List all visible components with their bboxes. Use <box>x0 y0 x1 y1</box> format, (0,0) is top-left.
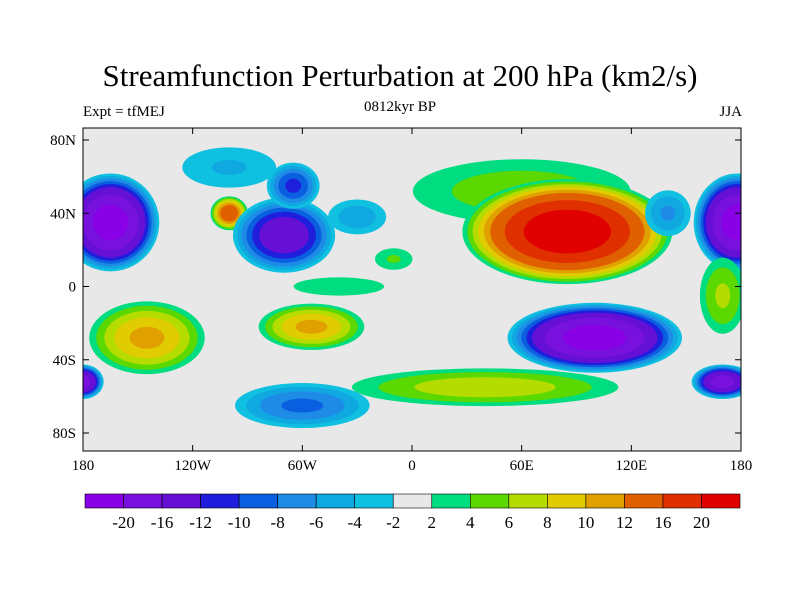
period-label: 0812kyr BP <box>363 99 437 115</box>
anomaly-feature <box>374 248 413 270</box>
contour-level <box>660 205 676 221</box>
contour-level <box>523 209 611 254</box>
anomaly-feature <box>351 368 619 407</box>
y-tick-label: 40S <box>53 353 76 369</box>
colorbar-label: -20 <box>112 513 135 532</box>
contour-level <box>338 205 376 229</box>
contour-level <box>83 375 91 389</box>
contour-level <box>92 204 129 241</box>
anomaly-feature <box>693 173 741 272</box>
x-tick-label: 60W <box>288 458 318 474</box>
anomaly-feature <box>266 162 320 209</box>
colorbar-box <box>431 493 471 509</box>
colorbar-box <box>585 493 625 509</box>
x-tick-label: 180 <box>730 458 753 474</box>
y-tick-label: 80N <box>50 133 76 149</box>
x-tick-label: 120W <box>174 458 212 474</box>
colorbar-label: -6 <box>309 513 323 532</box>
contour-level <box>259 216 309 254</box>
colorbar-label: -16 <box>151 513 174 532</box>
contour-level <box>563 325 627 351</box>
colorbar-label: 12 <box>616 513 633 532</box>
colorbar-label: 2 <box>428 513 437 532</box>
colorbar-label: -12 <box>189 513 212 532</box>
contour-level <box>293 277 385 296</box>
anomaly-feature <box>83 173 160 272</box>
colorbar-box <box>624 493 664 509</box>
contour-level <box>721 204 741 241</box>
contour-level <box>295 319 328 334</box>
anomaly-feature <box>258 303 365 350</box>
colorbar-label: 16 <box>654 513 671 532</box>
colorbar-box <box>238 493 278 509</box>
season-label: JJA <box>719 104 742 120</box>
colorbar-label: -4 <box>348 513 363 532</box>
anomaly-feature <box>699 257 741 334</box>
colorbar-box <box>123 493 163 509</box>
anomaly-feature <box>83 364 104 400</box>
x-tick-label: 180 <box>72 458 95 474</box>
colorbar-label: -10 <box>228 513 251 532</box>
contour-fields <box>83 147 741 429</box>
colorbar-box <box>469 493 510 509</box>
colorbar-box <box>200 493 240 509</box>
experiment-label: Expt = tfMEJ <box>83 104 165 120</box>
colorbar-box <box>84 493 124 509</box>
anomaly-feature <box>182 147 277 188</box>
anomaly-feature <box>328 199 387 235</box>
colorbar-box <box>354 493 394 509</box>
colorbar-box <box>701 493 741 509</box>
anomaly-feature <box>89 301 205 375</box>
colorbar-label: 8 <box>543 513 552 532</box>
colorbar: -20 -16 -12 -10 -8 -6 -4 -2 2 4 6 8 10 12 16 20 <box>84 493 741 532</box>
contour-level <box>211 159 247 175</box>
contour-level <box>386 255 401 264</box>
y-tick-label: 0 <box>69 280 77 296</box>
colorbar-box <box>277 493 317 509</box>
colorbar-box <box>392 493 433 509</box>
contour-level <box>281 398 324 413</box>
contour-level <box>715 283 731 309</box>
anomaly-feature <box>507 302 683 373</box>
anomaly-feature <box>462 178 673 285</box>
colorbar-box <box>662 493 702 509</box>
contour-level <box>220 204 239 222</box>
colorbar-box <box>161 493 201 509</box>
anomaly-feature <box>645 190 691 237</box>
colorbar-box <box>508 493 548 509</box>
colorbar-box <box>315 493 356 509</box>
contour-level <box>414 377 556 398</box>
x-tick-label: 0 <box>408 458 416 474</box>
anomaly-feature <box>232 197 336 273</box>
y-tick-label: 80S <box>53 426 76 442</box>
x-tick-label: 60E <box>510 458 534 474</box>
chart-title: Streamfunction Perturbation at 200 hPa (… <box>102 58 698 93</box>
axes: 180 120W 60W 0 60E 120E 180 80N 40N 0 40S 80S <box>50 128 752 474</box>
colorbar-label: 20 <box>693 513 710 532</box>
colorbar-label: -2 <box>386 513 400 532</box>
x-tick-label: 120E <box>615 458 647 474</box>
anomaly-feature <box>235 383 370 429</box>
colorbar-box <box>547 493 587 509</box>
anomaly-feature <box>293 277 385 296</box>
colorbar-label: 10 <box>577 513 594 532</box>
y-tick-label: 40N <box>50 206 76 222</box>
contour-level <box>285 178 302 193</box>
colorbar-label: -8 <box>271 513 285 532</box>
anomaly-feature <box>691 364 741 400</box>
contour-level <box>710 375 735 389</box>
colorbar-label: 6 <box>505 513 514 532</box>
contour-level <box>129 326 165 349</box>
colorbar-label: 4 <box>466 513 475 532</box>
